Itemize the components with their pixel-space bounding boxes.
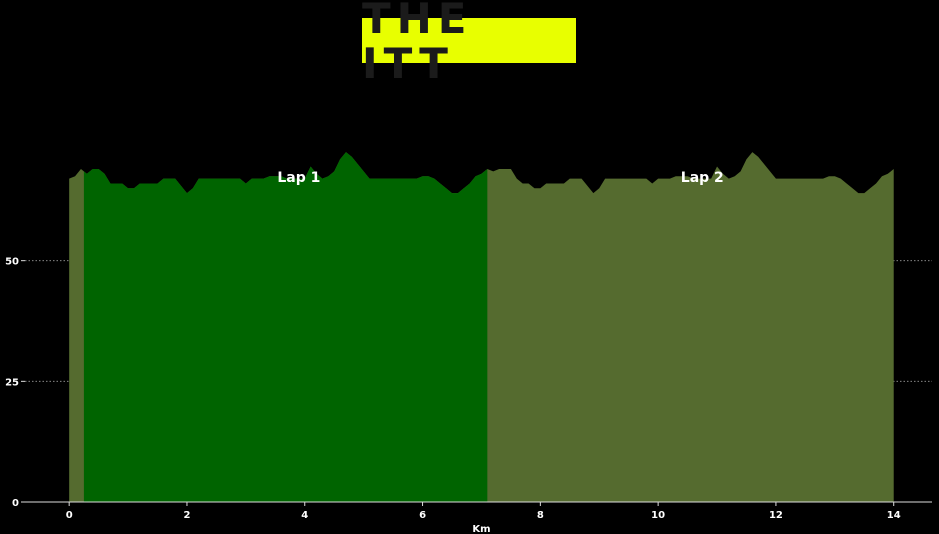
y-tick-label-50: 50 <box>5 257 19 268</box>
x-tick-label-14: 14 <box>887 510 901 521</box>
x-axis-label: Km <box>472 524 490 534</box>
lap-label-2: Lap 2 <box>681 170 724 186</box>
y-tick-label-0: 0 <box>12 498 19 509</box>
chart-title-badge: THE ITT <box>362 0 576 86</box>
x-tick-label-0: 0 <box>66 510 73 521</box>
lap-label-1: Lap 1 <box>277 170 320 186</box>
x-tick-label-2: 2 <box>183 510 190 521</box>
elevation-area-2 <box>83 152 488 503</box>
x-tick-label-6: 6 <box>419 510 426 521</box>
x-tick-label-12: 12 <box>769 510 783 521</box>
y-tick-label-25: 25 <box>5 377 19 388</box>
x-tick-label-4: 4 <box>301 510 308 521</box>
x-tick-label-10: 10 <box>651 510 665 521</box>
x-tick-label-8: 8 <box>537 510 544 521</box>
chart-title: THE ITT <box>362 0 473 88</box>
